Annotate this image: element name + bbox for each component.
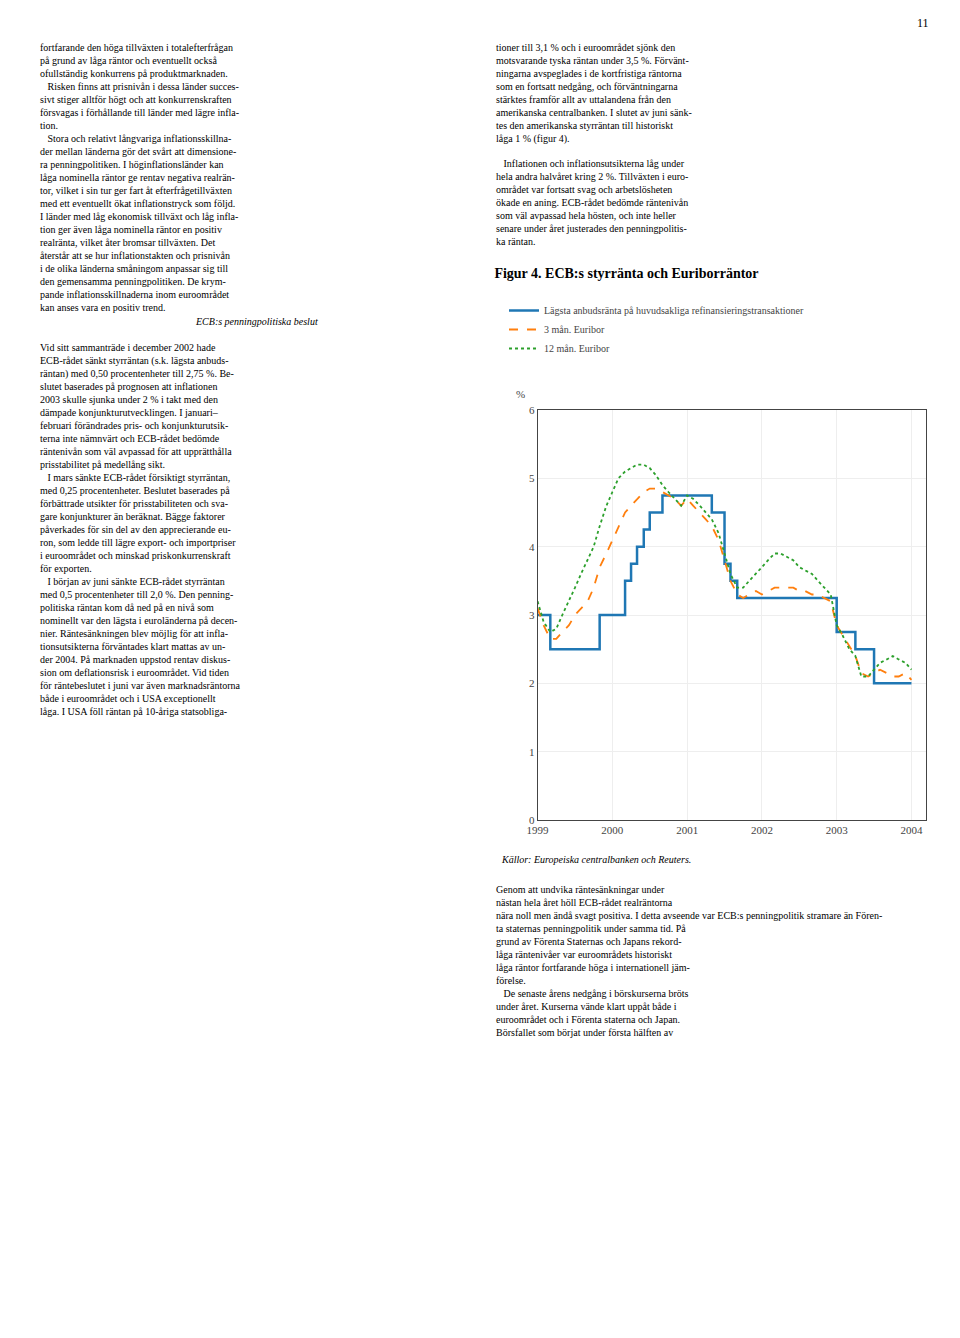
svg-text:6: 6: [529, 404, 535, 416]
svg-text:Källor: Europeiska centralbank: Källor: Europeiska centralbanken och Reu…: [501, 854, 691, 865]
svg-text:12 mån. Euribor: 12 mån. Euribor: [544, 343, 610, 354]
svg-text:3: 3: [529, 609, 535, 621]
svg-text:%: %: [516, 388, 525, 400]
svg-text:2003: 2003: [826, 824, 849, 836]
svg-text:Genom att undvika räntesänknin: Genom att undvika räntesänkningar undern…: [496, 884, 882, 1038]
svg-text:fortfarande den höga tillväxte: fortfarande den höga tillväxten i totale…: [40, 42, 239, 313]
svg-text:2004: 2004: [900, 824, 923, 836]
svg-text:1999: 1999: [527, 824, 550, 836]
svg-text:5: 5: [529, 472, 535, 484]
svg-text:tioner till 3,1 % och i euroom: tioner till 3,1 % och i euroområdet sjön…: [496, 42, 692, 145]
svg-text:Inflationen och inflationsutsi: Inflationen och inflationsutsikterna låg…: [496, 158, 688, 247]
svg-text:Figur 4. ECB:s styrränta och E: Figur 4. ECB:s styrränta och Euriborränt…: [494, 266, 758, 281]
svg-text:11: 11: [917, 16, 929, 30]
svg-text:3 mån. Euribor: 3 mån. Euribor: [544, 324, 605, 335]
svg-text:ECB:s penningpolitiska beslut: ECB:s penningpolitiska beslut: [195, 316, 318, 327]
svg-text:2000: 2000: [601, 824, 624, 836]
svg-text:2001: 2001: [676, 824, 698, 836]
svg-text:2002: 2002: [751, 824, 773, 836]
svg-text:Lägsta anbudsränta på huvudsak: Lägsta anbudsränta på huvudsakliga refin…: [544, 305, 804, 316]
svg-text:4: 4: [529, 541, 535, 553]
svg-text:Vid sitt sammanträde i decembe: Vid sitt sammanträde i december 2002 had…: [40, 342, 240, 717]
svg-text:1: 1: [529, 746, 535, 758]
svg-text:2: 2: [529, 677, 535, 689]
svg-text:0: 0: [529, 814, 535, 826]
